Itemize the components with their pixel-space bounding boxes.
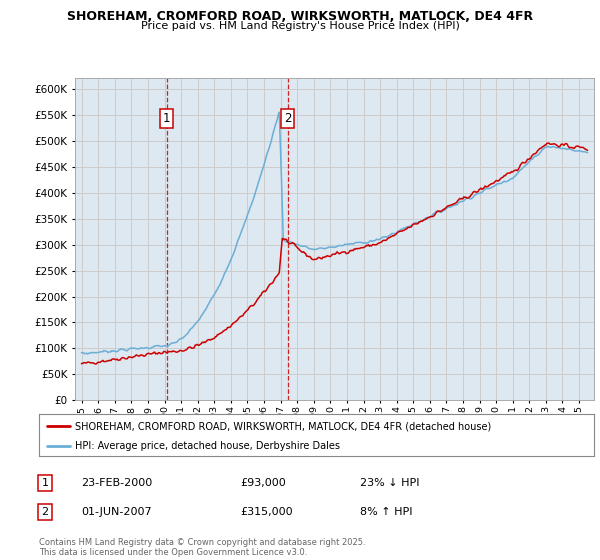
Text: 1: 1 bbox=[41, 478, 49, 488]
Text: 23-FEB-2000: 23-FEB-2000 bbox=[81, 478, 152, 488]
Text: Price paid vs. HM Land Registry's House Price Index (HPI): Price paid vs. HM Land Registry's House … bbox=[140, 21, 460, 31]
Text: 8% ↑ HPI: 8% ↑ HPI bbox=[360, 507, 413, 517]
Text: £93,000: £93,000 bbox=[240, 478, 286, 488]
Text: 01-JUN-2007: 01-JUN-2007 bbox=[81, 507, 152, 517]
Text: 2: 2 bbox=[284, 112, 292, 125]
Text: SHOREHAM, CROMFORD ROAD, WIRKSWORTH, MATLOCK, DE4 4FR (detached house): SHOREHAM, CROMFORD ROAD, WIRKSWORTH, MAT… bbox=[75, 421, 491, 431]
Text: Contains HM Land Registry data © Crown copyright and database right 2025.
This d: Contains HM Land Registry data © Crown c… bbox=[39, 538, 365, 557]
Text: 23% ↓ HPI: 23% ↓ HPI bbox=[360, 478, 419, 488]
Text: HPI: Average price, detached house, Derbyshire Dales: HPI: Average price, detached house, Derb… bbox=[75, 441, 340, 451]
Text: 2: 2 bbox=[41, 507, 49, 517]
Text: £315,000: £315,000 bbox=[240, 507, 293, 517]
Text: 1: 1 bbox=[163, 112, 170, 125]
Text: SHOREHAM, CROMFORD ROAD, WIRKSWORTH, MATLOCK, DE4 4FR: SHOREHAM, CROMFORD ROAD, WIRKSWORTH, MAT… bbox=[67, 10, 533, 22]
